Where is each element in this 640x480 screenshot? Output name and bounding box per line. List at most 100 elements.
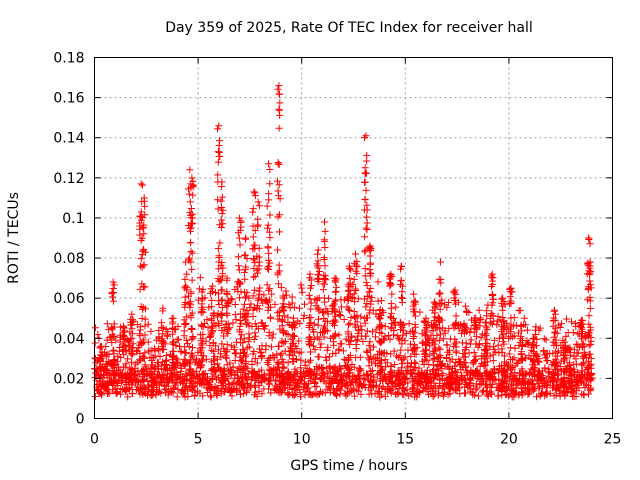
- data-point: [547, 373, 555, 381]
- data-point: [268, 290, 276, 298]
- data-point: [378, 376, 386, 384]
- data-point: [180, 374, 188, 382]
- data-point: [364, 354, 372, 362]
- data-point: [162, 356, 170, 364]
- data-point: [284, 389, 292, 397]
- data-point: [255, 325, 263, 333]
- data-point: [353, 263, 361, 271]
- data-point: [272, 377, 280, 385]
- y-tick-label: 0.04: [53, 331, 84, 347]
- data-point: [275, 360, 283, 368]
- data-point: [529, 339, 537, 347]
- data-point: [303, 364, 311, 372]
- data-point: [551, 310, 559, 318]
- data-point: [322, 305, 330, 313]
- data-point: [502, 329, 510, 337]
- data-point: [431, 313, 439, 321]
- data-point: [185, 190, 193, 198]
- data-point: [554, 375, 562, 383]
- data-point: [397, 293, 405, 301]
- data-point: [187, 248, 195, 256]
- data-point: [291, 365, 299, 373]
- data-point: [482, 346, 490, 354]
- data-point: [207, 331, 215, 339]
- data-point: [439, 392, 447, 400]
- data-point: [217, 197, 225, 205]
- data-point: [424, 388, 432, 396]
- data-point: [275, 308, 283, 316]
- data-point: [195, 359, 203, 367]
- data-point: [479, 388, 487, 396]
- data-point: [331, 274, 339, 282]
- data-point: [543, 381, 551, 389]
- data-point: [489, 368, 497, 376]
- data-point: [314, 262, 322, 270]
- data-point: [212, 375, 220, 383]
- data-point: [242, 351, 250, 359]
- data-point: [331, 307, 339, 315]
- data-point: [233, 387, 241, 395]
- data-point: [306, 390, 314, 398]
- data-point: [488, 270, 496, 278]
- data-point: [163, 332, 171, 340]
- data-point: [253, 252, 261, 260]
- data-point: [578, 361, 586, 369]
- data-point: [189, 191, 197, 199]
- data-point: [177, 348, 185, 356]
- data-point: [256, 345, 264, 353]
- data-point: [366, 252, 374, 260]
- data-point: [360, 134, 368, 142]
- data-point: [127, 334, 135, 342]
- data-point: [436, 305, 444, 313]
- data-point: [499, 294, 507, 302]
- data-point: [312, 389, 320, 397]
- data-point: [223, 341, 231, 349]
- data-point: [136, 332, 144, 340]
- data-point: [120, 322, 128, 330]
- data-point: [251, 329, 259, 337]
- data-point: [486, 352, 494, 360]
- data-point: [443, 355, 451, 363]
- data-point: [328, 375, 336, 383]
- data-point: [275, 280, 283, 288]
- data-point: [246, 343, 254, 351]
- data-point: [316, 344, 324, 352]
- data-point: [577, 324, 585, 332]
- data-point: [269, 330, 277, 338]
- data-point: [321, 298, 329, 306]
- data-point: [289, 314, 297, 322]
- data-point: [554, 385, 562, 393]
- data-point: [360, 295, 368, 303]
- data-point: [430, 340, 438, 348]
- data-point: [182, 313, 190, 321]
- data-point: [262, 346, 270, 354]
- data-point: [484, 392, 492, 400]
- data-point: [466, 329, 474, 337]
- data-point: [550, 317, 558, 325]
- y-tick-label: 0.02: [53, 371, 84, 387]
- data-point: [378, 357, 386, 365]
- y-tick-labels: 0 0.02 0.04 0.06 0.08 0.1 0.12 0.14 0.16 0.18: [53, 51, 84, 428]
- data-point: [139, 246, 147, 254]
- data-point: [344, 321, 352, 329]
- data-point: [215, 297, 223, 305]
- data-point: [313, 363, 321, 371]
- data-point: [300, 379, 308, 387]
- data-point: [335, 345, 343, 353]
- data-point: [404, 362, 412, 370]
- data-point: [182, 370, 190, 378]
- data-point: [387, 362, 395, 370]
- data-point: [141, 315, 149, 323]
- data-point: [219, 220, 227, 228]
- data-point: [518, 354, 526, 362]
- data-point: [211, 289, 219, 297]
- data-point: [495, 349, 503, 357]
- data-point: [264, 221, 272, 229]
- data-point: [575, 384, 583, 392]
- data-point: [418, 330, 426, 338]
- data-point: [288, 323, 296, 331]
- data-point: [410, 387, 418, 395]
- data-point: [189, 334, 197, 342]
- y-axis-label: ROTI / TECUs: [6, 192, 22, 284]
- x-tick-label: 10: [293, 432, 311, 448]
